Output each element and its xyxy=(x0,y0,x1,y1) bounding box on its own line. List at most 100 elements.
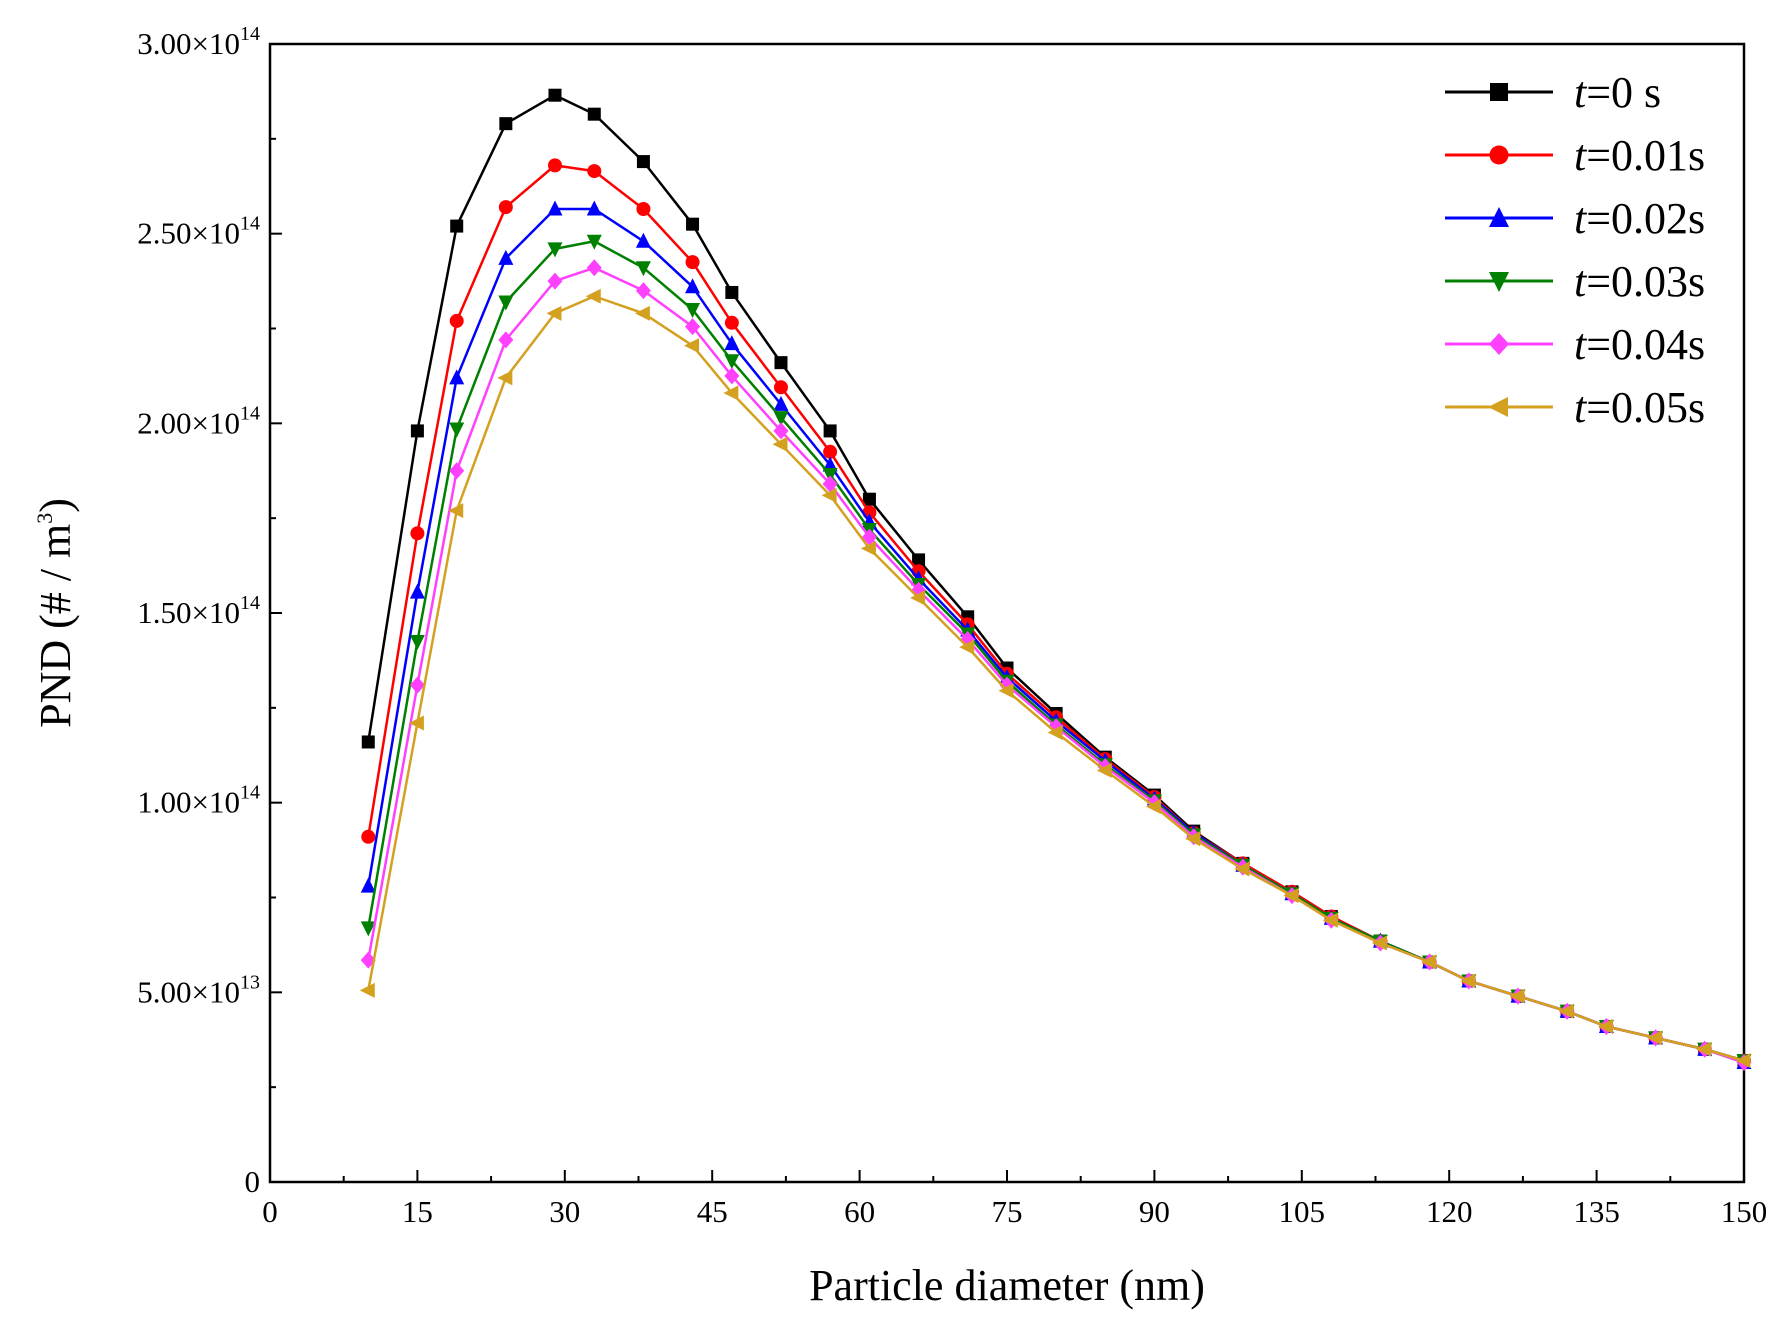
data-point-marker xyxy=(724,315,739,330)
data-point-marker xyxy=(408,715,424,731)
data-point-marker xyxy=(1283,888,1299,904)
data-point-marker xyxy=(547,200,563,216)
series-line xyxy=(367,164,1745,1062)
data-point-marker xyxy=(774,356,788,370)
x-tick-label: 120 xyxy=(1426,1194,1473,1229)
data-point-marker xyxy=(822,456,838,472)
data-point-marker xyxy=(1558,1003,1574,1019)
data-point-marker xyxy=(1145,798,1161,814)
data-point-marker xyxy=(1735,1053,1751,1069)
y-tick-label: 2.00×1014 xyxy=(137,402,260,440)
data-point-marker xyxy=(1489,145,1509,165)
data-point-marker xyxy=(548,88,562,102)
x-tick-label: 45 xyxy=(697,1194,728,1229)
data-point-marker xyxy=(724,367,740,385)
data-point-marker xyxy=(499,117,513,131)
x-tick-label: 15 xyxy=(402,1194,433,1229)
data-point-marker xyxy=(361,829,376,844)
data-point-marker xyxy=(635,282,651,300)
data-point-marker xyxy=(585,288,601,304)
series-line xyxy=(367,240,1745,1062)
data-point-marker xyxy=(409,676,425,694)
data-point-marker xyxy=(686,217,700,231)
data-point-marker xyxy=(773,411,789,427)
legend-item: t=0.05s xyxy=(1445,383,1705,432)
data-point-marker xyxy=(1460,973,1476,989)
x-tick-label: 30 xyxy=(549,1194,580,1229)
data-point-marker xyxy=(1234,861,1250,877)
plot-frame xyxy=(268,42,1746,1184)
data-point-marker xyxy=(773,380,788,395)
data-point-marker xyxy=(684,338,700,354)
data-point-marker xyxy=(586,259,602,277)
data-point-marker xyxy=(547,158,562,173)
data-point-marker xyxy=(360,877,376,893)
data-point-marker xyxy=(910,590,926,606)
data-point-marker xyxy=(1597,1018,1613,1034)
data-point-marker xyxy=(587,107,601,121)
data-point-marker xyxy=(725,285,739,299)
data-point-marker xyxy=(448,503,464,519)
data-point-marker xyxy=(1371,935,1387,951)
data-point-marker xyxy=(1489,207,1509,227)
data-point-marker xyxy=(1696,1041,1712,1057)
data-point-marker xyxy=(450,219,464,233)
data-point-marker xyxy=(1509,988,1525,1004)
data-point-marker xyxy=(1489,333,1509,355)
y-tick-label: 1.50×1014 xyxy=(137,592,260,630)
y-tick-label: 3.00×1014 xyxy=(137,23,260,61)
series-line xyxy=(367,295,1745,1062)
data-point-marker xyxy=(449,369,465,385)
data-point-marker xyxy=(359,982,375,998)
data-point-marker xyxy=(498,249,514,265)
legend-label: t=0.05s xyxy=(1574,383,1705,432)
series-5 xyxy=(359,288,1751,1069)
data-point-marker xyxy=(959,639,975,655)
data-point-marker xyxy=(821,487,837,503)
legend-label: t=0 s xyxy=(1574,68,1661,117)
data-point-marker xyxy=(1096,762,1112,778)
data-point-marker xyxy=(724,354,740,370)
series-1 xyxy=(361,158,1751,1068)
series-0 xyxy=(361,88,1751,1068)
data-point-marker xyxy=(497,370,513,386)
data-point-marker xyxy=(724,335,740,351)
x-tick-label: 0 xyxy=(262,1194,278,1229)
legend: t=0 s t=0.01s t=0.02s t=0.03s t=0.04s t=0.05s xyxy=(1445,68,1705,432)
series-line xyxy=(367,207,1745,1064)
data-point-marker xyxy=(912,553,926,567)
data-point-marker xyxy=(685,278,701,294)
data-point-marker xyxy=(773,395,789,411)
data-point-marker xyxy=(449,313,464,328)
data-point-marker xyxy=(586,200,602,216)
data-point-marker xyxy=(409,634,425,650)
series-2 xyxy=(360,200,1752,1070)
data-point-marker xyxy=(361,735,375,749)
data-point-marker xyxy=(823,424,837,438)
data-point-marker xyxy=(1488,397,1508,417)
data-point-marker xyxy=(635,232,651,248)
x-tick-label: 105 xyxy=(1279,1194,1326,1229)
x-tick-label: 135 xyxy=(1573,1194,1620,1229)
y-tick-label: 1.00×1014 xyxy=(137,782,260,820)
series-line xyxy=(367,266,1745,1064)
data-point-marker xyxy=(1185,831,1201,847)
x-tick-label: 90 xyxy=(1139,1194,1170,1229)
data-point-marker xyxy=(587,164,602,179)
data-point-marker xyxy=(723,385,739,401)
y-tick-label: 2.50×1014 xyxy=(137,213,260,251)
data-point-marker xyxy=(685,255,700,270)
data-point-marker xyxy=(1047,724,1063,740)
legend-item: t=0 s xyxy=(1445,68,1661,117)
data-point-marker xyxy=(635,261,651,277)
data-point-marker xyxy=(685,303,701,319)
data-point-marker xyxy=(862,492,876,506)
x-axis-title: Particle diameter (nm) xyxy=(809,1261,1205,1310)
data-point-marker xyxy=(1421,954,1437,970)
data-point-marker xyxy=(498,295,514,311)
data-point-marker xyxy=(823,444,838,459)
series-3 xyxy=(360,234,1752,1070)
data-point-marker xyxy=(1322,912,1338,928)
x-tick-label: 75 xyxy=(992,1194,1023,1229)
data-point-marker xyxy=(360,921,376,937)
